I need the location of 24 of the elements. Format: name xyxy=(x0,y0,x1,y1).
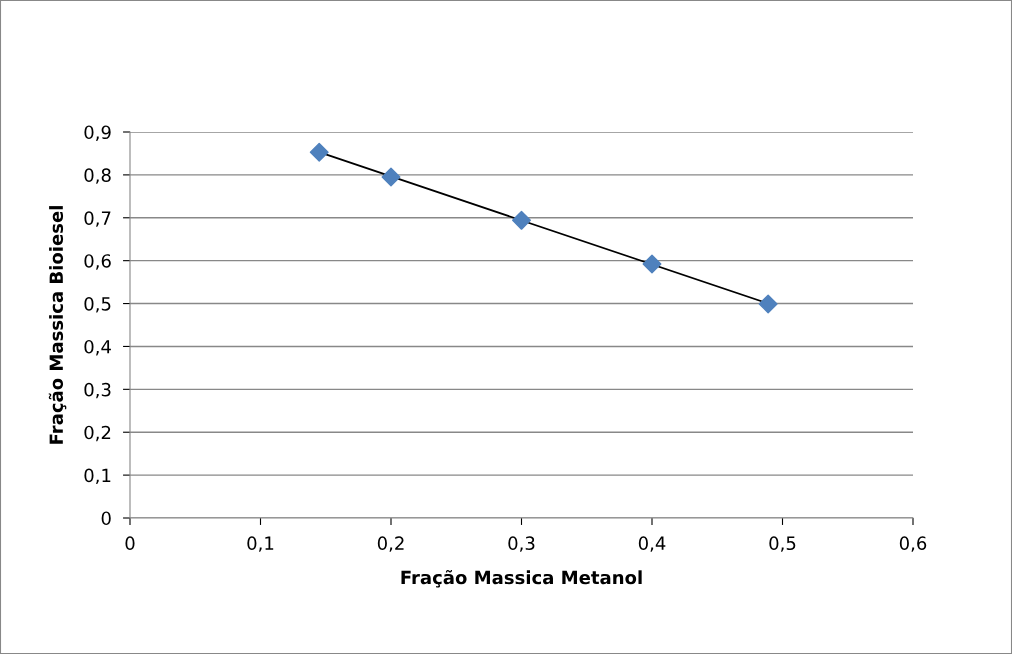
y-tick-label: 0,4 xyxy=(84,339,111,356)
x-tick-label: 0,2 xyxy=(377,536,404,552)
x-tick-label: 0,4 xyxy=(638,536,666,552)
point xyxy=(512,210,531,230)
y-tick-label: 0,8 xyxy=(84,168,111,184)
y-tick-label: 0,2 xyxy=(84,425,111,442)
y-tick-label: 0,1 xyxy=(84,468,111,485)
y-axis-title: Fração Massica Bioiesel xyxy=(48,206,67,444)
y-tick-label: 0 xyxy=(101,511,111,526)
y-tick-label: 0,5 xyxy=(84,297,111,313)
point xyxy=(758,294,778,314)
x-axis-title: Fração Massica Metanol xyxy=(401,569,642,588)
point xyxy=(309,142,329,162)
point xyxy=(642,254,662,274)
x-tick-label: 0,5 xyxy=(769,536,796,552)
x-tick-label: 0 xyxy=(125,536,135,551)
x-tick-label: 0,1 xyxy=(247,536,274,552)
y-tick-label: 0,9 xyxy=(84,125,111,141)
y-tick-label: 0,3 xyxy=(84,382,111,399)
x-tick-label: 0,3 xyxy=(508,536,535,552)
x-tick-label: 0,6 xyxy=(899,536,927,552)
y-tick-label: 0,7 xyxy=(84,211,111,227)
point xyxy=(381,167,401,187)
y-tick-label: 0,6 xyxy=(84,254,111,270)
